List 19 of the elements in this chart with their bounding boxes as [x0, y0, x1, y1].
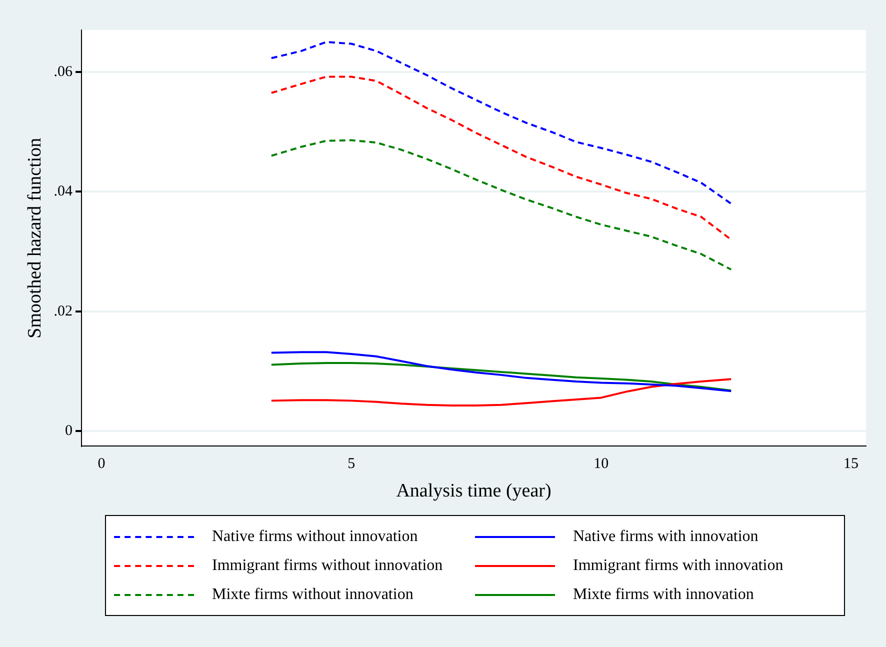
legend-label: Mixte firms with innovation	[573, 586, 754, 604]
legend-label: Mixte firms without innovation	[212, 586, 414, 604]
x-tick-label: 0	[98, 456, 106, 472]
line-series	[270, 139, 732, 271]
y-tick-label: .06	[54, 64, 74, 80]
y-axis-title: Smoothed hazard function	[24, 137, 46, 338]
legend-label: Immigrant firms with innovation	[573, 556, 784, 574]
y-tick-label: 0	[65, 423, 73, 440]
x-axis-title: Analysis time (year)	[396, 480, 552, 502]
legend-label: Native firms without innovation	[212, 528, 418, 546]
x-tick-label: 15	[844, 456, 859, 472]
x-tick-label: 10	[594, 456, 609, 472]
line-series	[270, 40, 732, 205]
legend-label: Native firms with innovation	[573, 528, 758, 546]
line-series	[270, 76, 732, 241]
legend-label: Immigrant firms without innovation	[212, 556, 443, 574]
y-tick-label: .04	[54, 184, 74, 200]
y-tick-label: .02	[54, 303, 73, 320]
x-tick-label: 5	[348, 456, 356, 472]
